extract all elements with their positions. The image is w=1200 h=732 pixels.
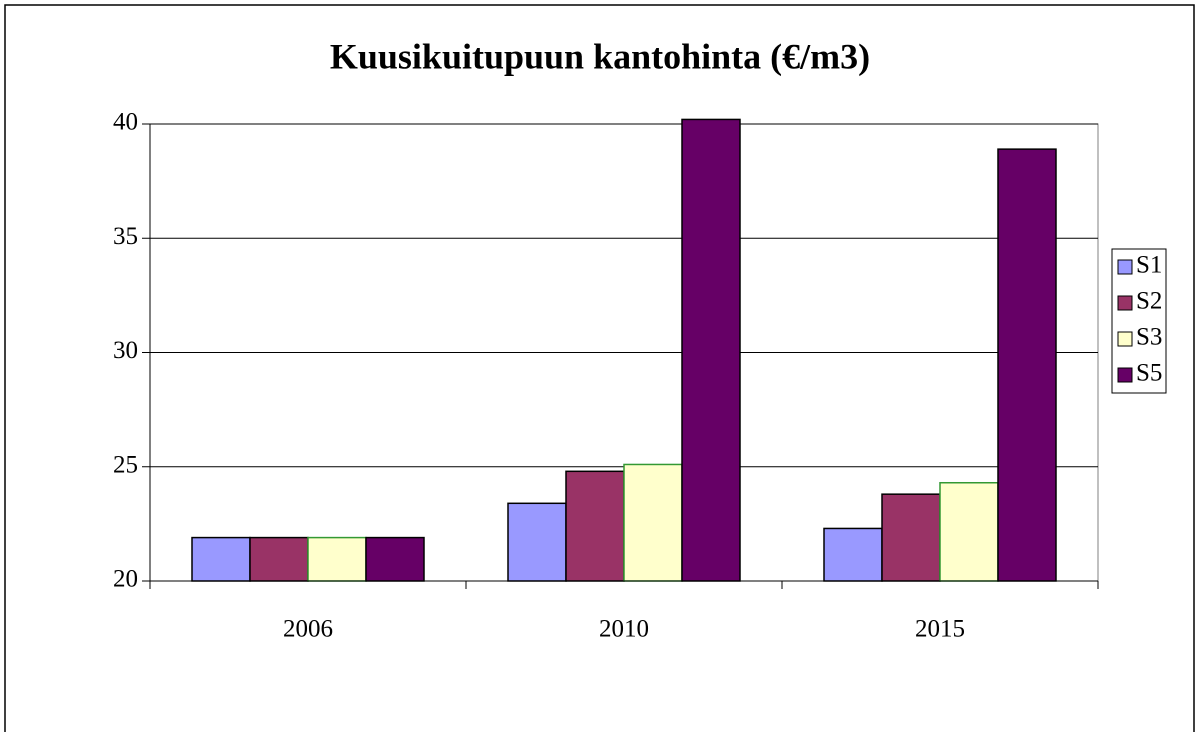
y-tick-label: 20 — [113, 566, 138, 593]
x-tick-label: 2006 — [283, 616, 333, 643]
bar — [681, 118, 741, 582]
y-tick-label: 30 — [113, 337, 138, 364]
bar — [823, 527, 883, 582]
legend-swatch — [1117, 331, 1133, 347]
legend-swatch — [1117, 259, 1133, 275]
y-tick-label: 35 — [113, 223, 138, 250]
legend-swatch — [1117, 367, 1133, 383]
chart-title: Kuusikuitupuun kantohinta (€/m3) — [330, 36, 870, 76]
x-tick-label: 2010 — [599, 616, 649, 643]
legend-swatch — [1117, 295, 1133, 311]
y-tick-label: 25 — [113, 451, 138, 478]
legend-label: S5 — [1136, 360, 1162, 387]
y-tick-label: 40 — [113, 109, 138, 136]
bar — [939, 481, 999, 582]
bar — [191, 536, 251, 582]
legend-label: S3 — [1136, 324, 1162, 351]
bar — [365, 536, 425, 582]
bar — [623, 463, 683, 582]
bar — [307, 536, 367, 582]
legend-label: S2 — [1136, 288, 1162, 315]
bar — [249, 536, 309, 582]
legend-label: S1 — [1136, 252, 1162, 279]
bar — [997, 148, 1057, 582]
bar — [881, 493, 941, 582]
x-tick-label: 2015 — [915, 616, 965, 643]
bar — [507, 502, 567, 582]
bar — [565, 470, 625, 582]
